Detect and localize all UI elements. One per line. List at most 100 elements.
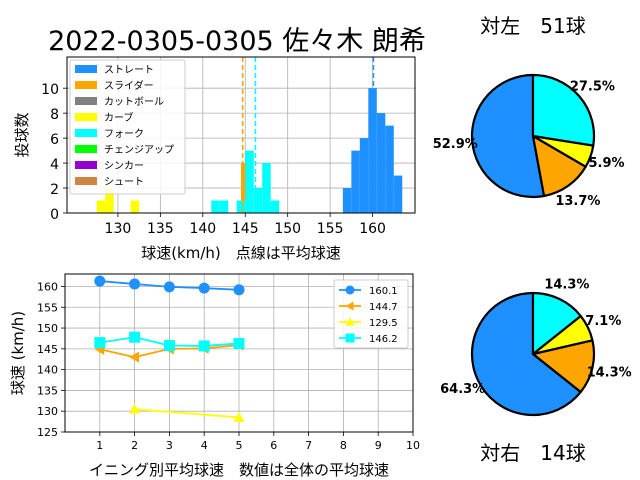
x-tick-label: 2 xyxy=(131,439,138,452)
plot-frame xyxy=(66,56,416,214)
legend-swatch xyxy=(75,177,97,185)
legend-label: 160.1 xyxy=(369,286,398,297)
histogram-bar xyxy=(96,200,106,213)
legend-swatch xyxy=(75,113,97,121)
y-tick-label: 2 xyxy=(50,182,59,198)
data-point xyxy=(163,281,175,293)
y-tick-label: 140 xyxy=(37,364,58,377)
y-tick-label: 6 xyxy=(50,132,59,148)
pie-slice xyxy=(531,73,596,147)
series-line xyxy=(134,408,240,419)
histogram-bar xyxy=(211,200,220,213)
pie-chart-left: 52.9% 13.7% 5.9% 27.5% xyxy=(433,73,625,209)
x-tick-label: 10 xyxy=(406,439,420,452)
pie-slice xyxy=(470,291,582,417)
x-tick-label: 5 xyxy=(236,439,243,452)
pie-label: 27.5% xyxy=(570,79,615,94)
data-point xyxy=(129,403,141,414)
x-tick-label: 9 xyxy=(375,439,382,452)
legend-label: カットボール xyxy=(104,96,164,108)
legend-label: 146.2 xyxy=(369,334,398,345)
y-tick-label: 4 xyxy=(50,157,59,173)
x-tick-label: 145 xyxy=(232,221,259,237)
inning-average-chart: 1 2 3 4 5 6 7 8 9 10 125 130 135 140 145 150 155 160 160.1… xyxy=(9,273,420,479)
y-tick-label: 145 xyxy=(37,343,58,356)
y-tick-label: 130 xyxy=(37,405,58,418)
speed-histogram: 130 135 140 145 150 155 160 0 2 4 6 8 10 ストレートスライダーカッ… xyxy=(13,56,416,262)
pie-label: 64.3% xyxy=(440,382,485,397)
x-tick-label: 4 xyxy=(201,439,208,452)
legend: 160.1 144.7 129.5 146.2 xyxy=(333,279,409,349)
data-point xyxy=(233,284,245,296)
legend-label: チェンジアップ xyxy=(104,144,174,156)
y-tick-label: 0 xyxy=(50,207,59,223)
x-tick-label: 7 xyxy=(305,439,312,452)
legend-swatch xyxy=(75,161,97,169)
x-axis-label: 球速(km/h) 点線は平均球速 xyxy=(141,244,341,262)
data-point xyxy=(129,351,139,363)
legend-swatch xyxy=(75,129,97,137)
page-title: 2022-0305-0305 佐々木 朗希 xyxy=(48,26,426,57)
histogram-bar xyxy=(351,150,360,213)
x-tick-label: 160 xyxy=(359,221,386,237)
x-tick-label: 8 xyxy=(340,439,347,452)
y-axis-label: 投球数 xyxy=(13,112,31,157)
data-point xyxy=(94,275,106,287)
legend-marker xyxy=(345,301,354,311)
histogram-bar xyxy=(368,88,377,213)
legend-swatch xyxy=(75,81,97,89)
legend-label: 144.7 xyxy=(369,302,398,313)
legend-box xyxy=(69,59,186,195)
pie-label: 52.9% xyxy=(433,137,478,152)
legend-label: スライダー xyxy=(104,79,154,92)
histogram-bar xyxy=(105,188,114,213)
pie-label: 13.7% xyxy=(555,194,600,209)
histogram-bar xyxy=(253,188,263,213)
legend-swatch xyxy=(75,65,97,73)
y-tick-label: 10 xyxy=(41,82,59,98)
pie-label: 7.1% xyxy=(585,314,621,329)
data-point xyxy=(198,340,210,352)
histogram-bar xyxy=(219,200,229,213)
y-tick-label: 160 xyxy=(37,280,58,293)
histogram-bar xyxy=(393,175,403,213)
histogram-bar xyxy=(359,138,369,213)
x-tick-label: 140 xyxy=(189,221,216,237)
data-point xyxy=(129,278,141,290)
histogram-bar xyxy=(385,125,394,213)
pie-slice xyxy=(531,291,582,356)
data-point xyxy=(94,337,106,349)
x-tick-label: 135 xyxy=(147,221,174,237)
data-point xyxy=(163,340,175,352)
legend-label: シンカー xyxy=(104,160,144,172)
histogram-bar xyxy=(245,150,254,213)
y-tick-label: 125 xyxy=(37,426,58,439)
pie-slice xyxy=(470,73,546,199)
histogram-bar xyxy=(236,200,246,213)
histogram-bar xyxy=(262,163,271,213)
histogram-bar xyxy=(342,188,352,213)
y-tick-label: 135 xyxy=(37,384,58,397)
x-tick-label: 1 xyxy=(96,439,103,452)
legend-marker xyxy=(345,285,355,295)
x-axis-label: イニング別平均球速 数値は全体の平均球速 xyxy=(89,461,389,479)
pie-chart-right: 64.3% 14.3% 7.1% 14.3% xyxy=(440,278,632,417)
x-tick-label: 3 xyxy=(166,439,173,452)
vs-left-label: 対左 51球 xyxy=(480,14,585,38)
x-tick-label: 6 xyxy=(270,439,277,452)
y-tick-label: 155 xyxy=(37,301,58,314)
pie-label: 14.3% xyxy=(587,365,632,380)
histogram-bar xyxy=(270,200,280,213)
data-point xyxy=(198,282,210,294)
pie-label: 14.3% xyxy=(544,278,589,293)
legend-marker xyxy=(345,333,355,343)
data-point xyxy=(233,411,245,422)
legend-box xyxy=(333,279,409,349)
data-point xyxy=(233,337,245,349)
x-tick-label: 155 xyxy=(317,221,344,237)
histogram-bar xyxy=(376,113,386,213)
legend-label: ストレート xyxy=(104,65,154,76)
x-tick-label: 130 xyxy=(105,221,132,237)
